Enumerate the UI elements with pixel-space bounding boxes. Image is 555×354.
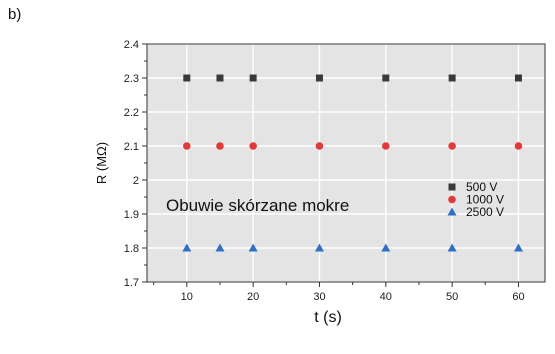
legend-marker-square	[448, 183, 456, 191]
grid	[147, 43, 545, 283]
data-point-square	[382, 74, 390, 82]
data-point-square	[514, 74, 522, 82]
y-tick-label: 2	[133, 175, 139, 187]
y-tick-label: 2.3	[124, 73, 139, 85]
data-point-circle	[448, 142, 456, 150]
plot-background	[147, 44, 545, 282]
y-tick-label: 1.9	[124, 209, 139, 221]
y-tick-label: 1.8	[124, 243, 139, 255]
data-point-square	[315, 74, 323, 82]
x-tick-label: 60	[512, 291, 524, 303]
y-tick-label: 1.7	[124, 277, 139, 289]
data-point-triangle	[248, 243, 258, 252]
data-point-square	[249, 74, 257, 82]
data-point-circle	[183, 142, 191, 150]
legend-label: 500 V	[466, 180, 497, 194]
legend-label: 1000 V	[466, 193, 504, 207]
legend-label: 2500 V	[466, 205, 504, 219]
chart-annotation: Obuwie skórzane mokre	[166, 196, 349, 215]
data-point-square	[183, 74, 191, 82]
y-tick-label: 2.1	[124, 141, 139, 153]
axis-ticks: 1.7 1.8 1.9 2 2.1 2.2 2.3 2.4 10 20 30 40 50 60	[124, 39, 525, 303]
x-tick-label: 10	[181, 291, 193, 303]
data-point-triangle	[314, 243, 324, 252]
x-tick-label: 30	[313, 291, 325, 303]
data-point-circle	[315, 142, 324, 150]
legend-marker-circle	[448, 195, 456, 204]
data-point-triangle	[513, 243, 523, 252]
x-axis-label: t (s)	[314, 309, 342, 326]
y-tick-label: 2.2	[124, 107, 139, 119]
data-point-square	[216, 74, 224, 82]
data-point-square	[448, 74, 456, 82]
y-axis-label: R (MΩ)	[94, 142, 109, 184]
data-point-triangle	[381, 243, 391, 252]
data-point-triangle	[182, 243, 192, 252]
data-point-triangle	[447, 243, 457, 252]
data-point-circle	[382, 142, 390, 150]
data-point-triangle	[215, 243, 225, 252]
x-tick-label: 20	[247, 291, 259, 303]
panel-label: b)	[8, 6, 22, 23]
data-points	[182, 74, 523, 252]
data-point-circle	[249, 142, 257, 150]
data-point-circle	[514, 142, 523, 150]
x-tick-label: 50	[446, 291, 458, 303]
x-tick-label: 40	[380, 291, 392, 303]
legend-marker-triangle	[447, 207, 457, 216]
y-tick-label: 2.4	[124, 39, 139, 51]
data-point-circle	[216, 142, 224, 150]
